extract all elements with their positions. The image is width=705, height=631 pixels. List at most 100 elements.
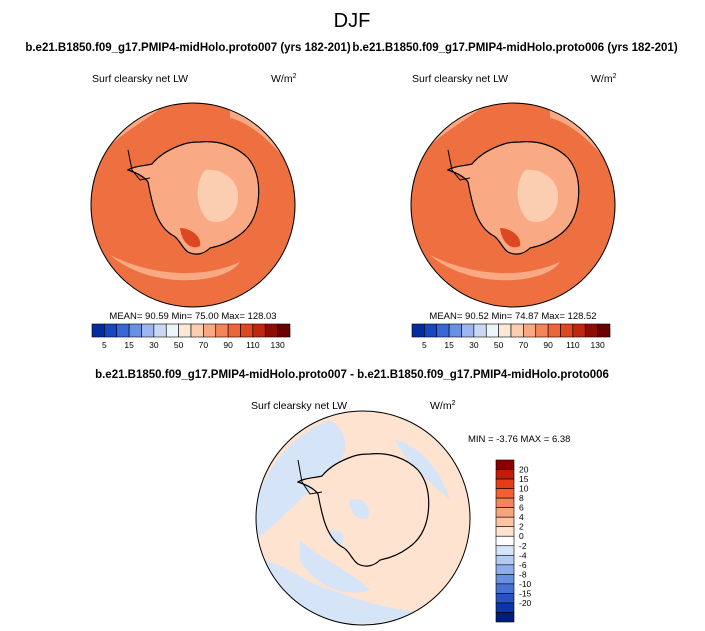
colorbar-box bbox=[510, 323, 524, 338]
colorbar-box bbox=[153, 323, 167, 338]
colorbar-tick-label: 90 bbox=[223, 340, 233, 350]
colorbar-box bbox=[495, 526, 515, 537]
colorbar-box bbox=[252, 323, 266, 338]
colorbar-tick-label: 30 bbox=[469, 340, 479, 350]
top-right-title: b.e21.B1850.f09_g17.PMIP4-midHolo.proto0… bbox=[352, 42, 678, 54]
panel-top-left: Surf clearsky net LW W/m2 MEAN= 90.59 Mi… bbox=[90, 73, 297, 350]
colorbar-tick-label: 15 bbox=[519, 474, 529, 484]
colorbar-box bbox=[91, 323, 105, 338]
tl-colorbar: 5 15 30 50 70 90 110 130 bbox=[91, 323, 291, 350]
colorbar-box bbox=[128, 323, 142, 338]
colorbar-tick-label: 70 bbox=[519, 340, 529, 350]
colorbar-box bbox=[495, 602, 515, 613]
colorbar-tick-label: -8 bbox=[519, 569, 527, 579]
colorbar-tick-label: 50 bbox=[494, 340, 504, 350]
colorbar-box bbox=[461, 323, 475, 338]
colorbar-tick-label: 5 bbox=[422, 340, 427, 350]
colorbar-tick-label: 15 bbox=[444, 340, 454, 350]
colorbar-box bbox=[227, 323, 241, 338]
colorbar-box bbox=[495, 612, 515, 623]
diff-map-border bbox=[255, 410, 471, 626]
colorbar-box bbox=[547, 323, 561, 338]
colorbar-box bbox=[495, 535, 515, 547]
colorbar-box bbox=[495, 469, 515, 480]
tl-stats: MEAN= 90.59 Min= 75.00 Max= 128.03 bbox=[109, 311, 276, 322]
tr-colorbar: 5 15 30 50 70 90 110 130 bbox=[411, 323, 611, 350]
figure-title: DJF bbox=[334, 10, 371, 32]
colorbar-box bbox=[495, 488, 515, 499]
colorbar-box bbox=[597, 323, 611, 338]
colorbar-tick-label: 5 bbox=[102, 340, 107, 350]
colorbar-tick-label: 10 bbox=[519, 484, 529, 494]
colorbar-box bbox=[495, 583, 515, 594]
colorbar-tick-label: 50 bbox=[174, 340, 184, 350]
colorbar-tick-label: -4 bbox=[519, 550, 527, 560]
colorbar-tick-label: 4 bbox=[519, 512, 524, 522]
colorbar-box bbox=[240, 323, 254, 338]
tr-map bbox=[411, 103, 615, 307]
colorbar-tick-label: 20 bbox=[519, 465, 529, 475]
colorbar-box bbox=[584, 323, 598, 338]
diff-map bbox=[256, 411, 470, 625]
colorbar-box bbox=[165, 323, 179, 338]
colorbar-box bbox=[203, 323, 217, 338]
diff-stats: MIN = -3.76 MAX = 6.38 bbox=[468, 434, 570, 445]
colorbar-box bbox=[495, 554, 515, 566]
diff-variable-label: Surf clearsky net LW bbox=[251, 400, 347, 412]
colorbar-tick-label: 30 bbox=[149, 340, 159, 350]
tl-variable-label: Surf clearsky net LW bbox=[92, 73, 188, 85]
colorbar-tick-label: 130 bbox=[591, 340, 605, 350]
tl-map bbox=[91, 103, 295, 307]
panel-difference: Surf clearsky net LW W/m2 MIN = -3.76 MA… bbox=[251, 400, 570, 626]
colorbar-box bbox=[116, 323, 130, 338]
colorbar-box bbox=[495, 593, 515, 604]
tl-map-border bbox=[90, 102, 296, 308]
colorbar-box bbox=[560, 323, 574, 338]
tl-units: W/m2 bbox=[271, 73, 297, 85]
colorbar-box bbox=[495, 516, 515, 528]
colorbar-tick-label: 90 bbox=[543, 340, 553, 350]
colorbar-box bbox=[190, 323, 204, 338]
colorbar-box bbox=[495, 459, 515, 470]
colorbar-box bbox=[215, 323, 229, 338]
diff-units: W/m2 bbox=[430, 400, 456, 412]
colorbar-box bbox=[498, 323, 512, 338]
colorbar-box bbox=[495, 545, 515, 556]
colorbar-tick-label: -6 bbox=[519, 560, 527, 570]
colorbar-box bbox=[523, 323, 537, 338]
colorbar-tick-label: 130 bbox=[271, 340, 285, 350]
colorbar-box bbox=[535, 323, 549, 338]
colorbar-box bbox=[495, 507, 515, 518]
panel-top-right: Surf clearsky net LW W/m2 MEAN= 90.52 Mi… bbox=[410, 73, 617, 350]
diff-title: b.e21.B1850.f09_g17.PMIP4-midHolo.proto0… bbox=[95, 369, 609, 381]
colorbar-tick-label: 110 bbox=[566, 340, 580, 350]
colorbar-box bbox=[473, 323, 487, 338]
colorbar-box bbox=[178, 323, 192, 338]
colorbar-tick-label: -15 bbox=[519, 588, 532, 598]
colorbar-box bbox=[572, 323, 586, 338]
colorbar-box bbox=[495, 574, 515, 585]
colorbar-tick-label: -20 bbox=[519, 598, 532, 608]
colorbar-box bbox=[436, 323, 450, 338]
tr-stats: MEAN= 90.52 Min= 74.87 Max= 128.52 bbox=[429, 311, 596, 322]
colorbar-tick-label: 15 bbox=[124, 340, 134, 350]
colorbar-tick-label: -10 bbox=[519, 579, 532, 589]
tr-map-border bbox=[410, 102, 616, 308]
colorbar-box bbox=[424, 323, 438, 338]
top-left-title: b.e21.B1850.f09_g17.PMIP4-midHolo.proto0… bbox=[25, 42, 351, 54]
colorbar-tick-label: 0 bbox=[519, 531, 524, 541]
colorbar-box bbox=[495, 497, 515, 508]
colorbar-box bbox=[264, 323, 278, 338]
colorbar-tick-label: 2 bbox=[519, 522, 524, 532]
colorbar-box bbox=[495, 478, 515, 489]
tr-units: W/m2 bbox=[591, 73, 617, 85]
colorbar-box bbox=[495, 564, 515, 575]
colorbar-box bbox=[104, 323, 118, 338]
colorbar-tick-label: 110 bbox=[246, 340, 260, 350]
colorbar-box bbox=[277, 323, 291, 338]
colorbar-box bbox=[411, 323, 425, 338]
colorbar-box bbox=[485, 323, 499, 338]
colorbar-box bbox=[141, 323, 155, 338]
